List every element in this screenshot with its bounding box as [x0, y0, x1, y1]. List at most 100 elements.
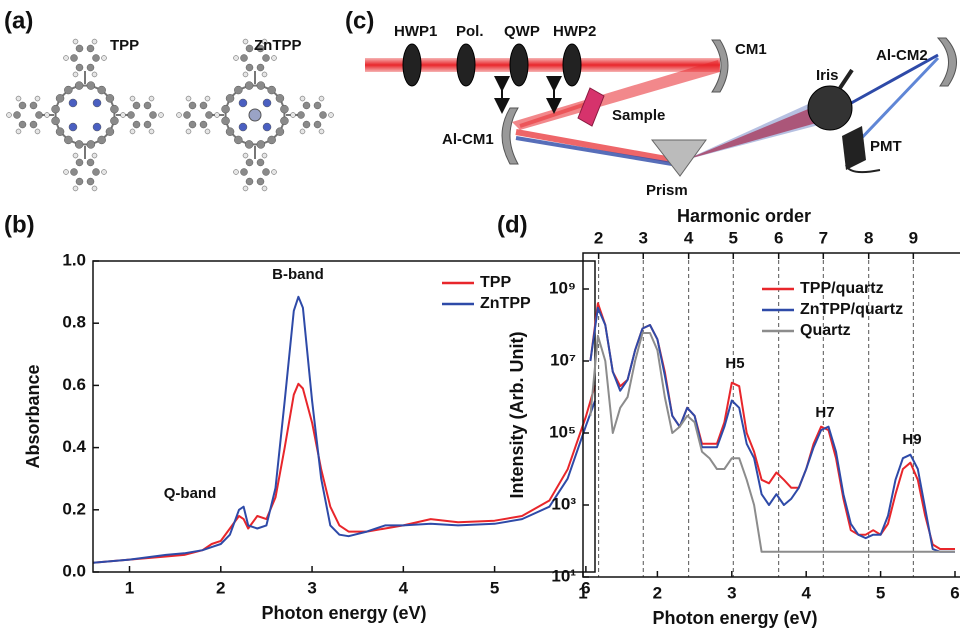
atom [64, 135, 73, 145]
atom [234, 135, 243, 145]
atom [185, 95, 192, 102]
laser-beam [515, 129, 673, 163]
panel-label: (c) [345, 7, 374, 34]
atom [64, 85, 73, 95]
atom [86, 63, 95, 72]
atom [132, 120, 141, 129]
annotation: H5 [725, 355, 744, 372]
atom [242, 38, 249, 45]
atom [51, 104, 60, 114]
x-tick-label: 4 [399, 578, 409, 597]
atom [256, 177, 265, 186]
annotation: H9 [902, 431, 921, 448]
atom [70, 54, 78, 62]
x-tick-label: 3 [727, 583, 736, 602]
annotation: H7 [815, 404, 834, 421]
atom [44, 112, 50, 118]
annotation: B-band [272, 266, 324, 283]
iris-handle [838, 68, 854, 90]
iris [807, 85, 853, 131]
laser-beam [515, 136, 673, 166]
atom [280, 104, 289, 114]
atom [91, 71, 98, 78]
x-tick-label: 2 [653, 583, 662, 602]
atom [183, 111, 191, 119]
atom [101, 169, 107, 175]
atom [34, 95, 41, 102]
legend-label: TPP/quartz [800, 280, 884, 297]
atom [120, 112, 126, 118]
y-axis-title: Absorbance [23, 364, 43, 468]
atom [15, 95, 22, 102]
atom [110, 116, 119, 126]
series-line [92, 295, 596, 564]
atom [245, 44, 254, 53]
atom [149, 111, 157, 119]
atom [299, 128, 306, 135]
plot-frame [92, 260, 596, 573]
atom [91, 185, 98, 192]
x2-tick-label: 7 [819, 228, 828, 247]
atom [72, 152, 79, 159]
atom [68, 98, 78, 108]
atom [302, 101, 311, 110]
component-label: Prism [646, 182, 688, 199]
plot-frame [582, 252, 960, 578]
atom [129, 128, 136, 135]
atom [18, 120, 27, 129]
atom [299, 95, 306, 102]
atom [148, 128, 155, 135]
x2-tick-label: 5 [729, 228, 738, 247]
component-label: PMT [870, 138, 902, 155]
atom [302, 120, 311, 129]
laser-beam [853, 56, 940, 147]
x2-tick-label: 6 [774, 228, 783, 247]
atom [75, 177, 84, 186]
atom [256, 81, 266, 90]
atom [204, 128, 211, 135]
laser-beam [834, 53, 939, 114]
component-label: QWP [504, 23, 540, 40]
atom [55, 94, 65, 103]
atom [242, 152, 249, 159]
mirror [936, 37, 957, 87]
atom [313, 120, 322, 129]
x-tick-label: 5 [490, 578, 499, 597]
atom [91, 152, 98, 159]
atom [233, 55, 239, 61]
legend-label: ZnTPP [480, 295, 531, 312]
atom [244, 140, 254, 149]
atom [63, 169, 69, 175]
legend-label: TPP [480, 274, 511, 291]
x-tick-label: 5 [876, 583, 885, 602]
y-tick-label: 0.4 [62, 437, 86, 456]
molecule-label: ZnTPP [254, 37, 302, 54]
atom [15, 128, 22, 135]
atom [290, 112, 296, 118]
atom [271, 169, 277, 175]
atom [261, 38, 268, 45]
x2-tick-label: 8 [864, 228, 873, 247]
molecule-tpp [6, 38, 164, 192]
atom [225, 94, 235, 103]
atom [267, 85, 276, 95]
pmt-cable [845, 164, 881, 174]
atom [51, 116, 60, 126]
component-label: CM1 [735, 41, 767, 58]
x-axis-title: Photon energy (eV) [261, 603, 426, 623]
x2-tick-label: 4 [684, 228, 694, 247]
atom [68, 122, 78, 132]
atom [221, 104, 230, 114]
atom [105, 94, 115, 103]
atom [13, 111, 21, 119]
atom [233, 169, 239, 175]
optical-setup [365, 37, 957, 177]
atom [256, 63, 265, 72]
atom [92, 98, 102, 108]
atom [86, 81, 96, 90]
atom [132, 101, 141, 110]
atom [143, 120, 152, 129]
atom [256, 158, 265, 167]
atom [205, 111, 213, 119]
